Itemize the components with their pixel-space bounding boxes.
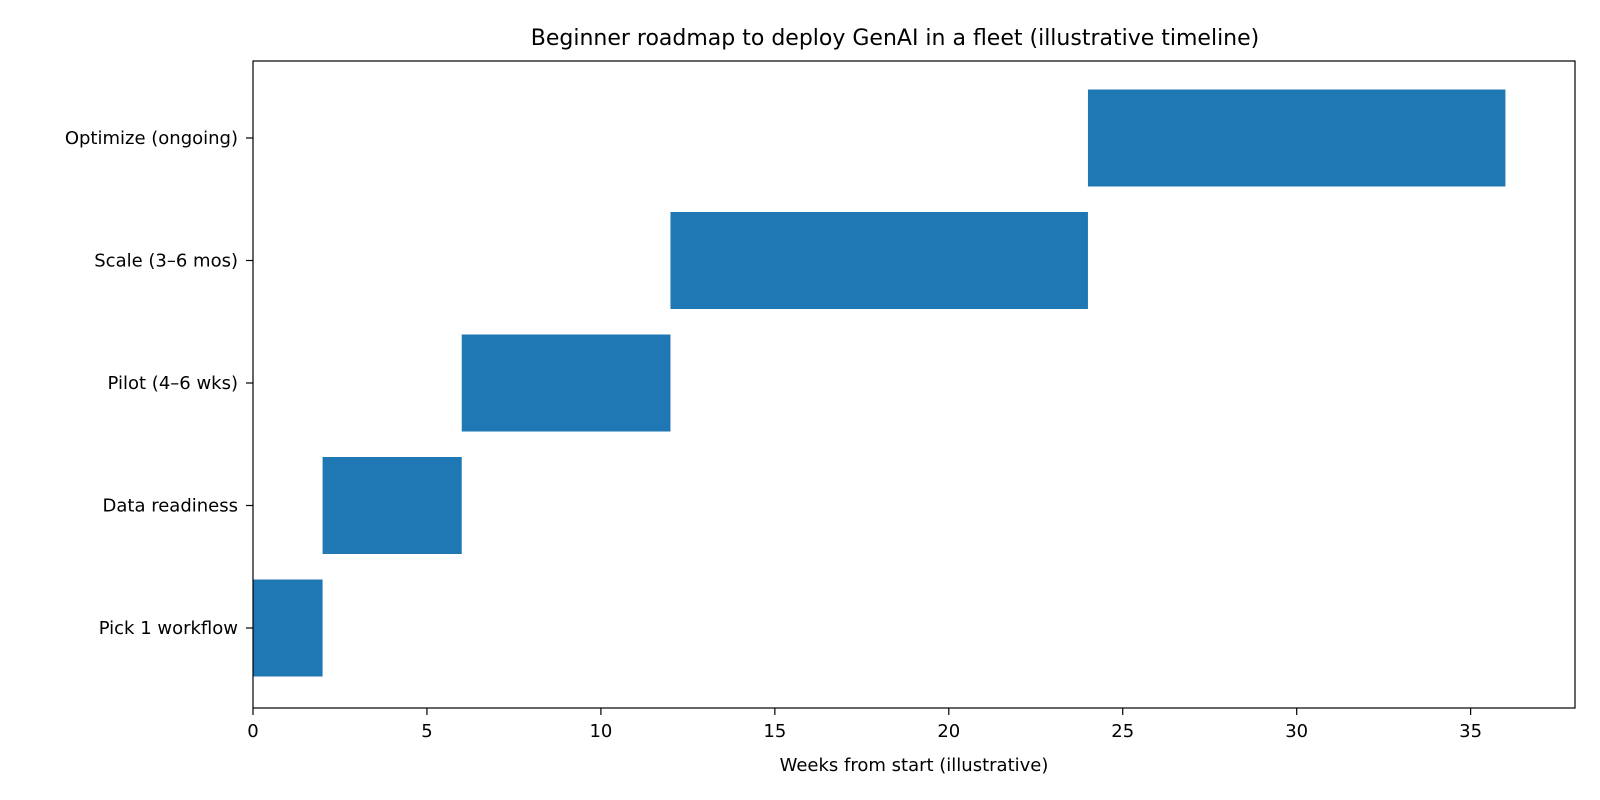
y-axis: Pick 1 workflow Data readiness Pilot (4–6 … — [65, 128, 253, 639]
y-tick-label-4: Optimize (ongoing) — [65, 128, 238, 149]
bar-4 — [1087, 89, 1506, 187]
x-axis-label: Weeks from start (illustrative) — [780, 755, 1049, 776]
x-tick-label-5: 25 — [1111, 721, 1134, 742]
x-tick-label-0: 0 — [247, 721, 258, 742]
x-tick-label-7: 35 — [1459, 721, 1482, 742]
y-tick-label-0: Pick 1 workflow — [99, 618, 238, 639]
x-tick-label-4: 20 — [937, 721, 960, 742]
x-tick-label-6: 30 — [1285, 721, 1308, 742]
plot-frame — [252, 60, 1576, 709]
bar-2 — [461, 334, 671, 432]
x-tick-label-1: 5 — [421, 721, 432, 742]
bar-0 — [253, 579, 323, 677]
y-tick-label-3: Scale (3–6 mos) — [94, 251, 238, 272]
y-tick-label-1: Data readiness — [103, 496, 238, 517]
x-tick-label-2: 10 — [589, 721, 612, 742]
x-tick-label-3: 15 — [763, 721, 786, 742]
bar-3 — [670, 212, 1088, 309]
x-axis: 0 5 10 15 20 25 30 35 — [247, 708, 1482, 742]
chart-title: Beginner roadmap to deploy GenAI in a fl… — [531, 26, 1260, 51]
bars-layer — [253, 89, 1506, 677]
y-tick-label-2: Pilot (4–6 wks) — [108, 373, 238, 394]
bar-1 — [322, 457, 462, 554]
